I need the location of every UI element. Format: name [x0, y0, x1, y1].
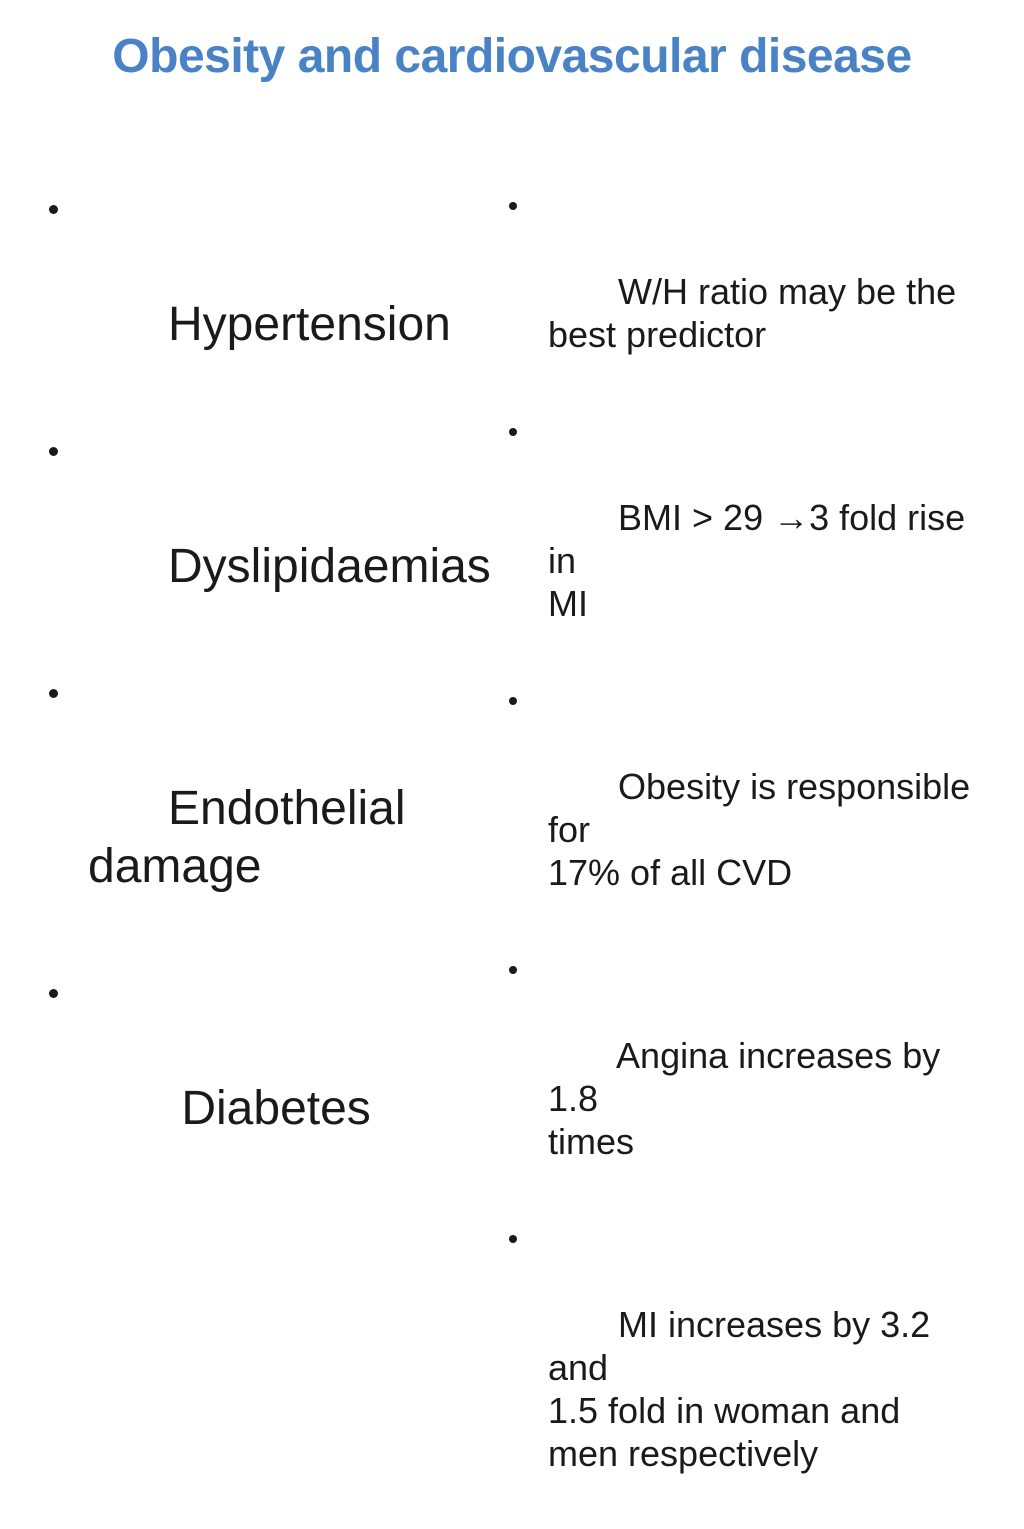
- bullet-text: Obesity is responsible for 17% of all CV…: [548, 766, 971, 893]
- bullet-icon: [49, 205, 58, 214]
- list-item: BMI > 29 →3 fold rise in MI: [506, 410, 976, 668]
- bullet-text: MI increases by 3.2 and 1.5 fold in woma…: [548, 1304, 931, 1474]
- bullet-icon: [509, 1235, 517, 1243]
- list-item: Angina increases by 1.8 times: [506, 948, 976, 1206]
- bullet-text: Diabetes: [168, 1082, 371, 1135]
- slide-title: Obesity and cardiovascular disease: [112, 30, 912, 83]
- bullet-icon: [49, 989, 58, 998]
- bullet-text: W/H ratio may be the best predictor: [548, 271, 957, 355]
- list-item: Hypertension: [46, 180, 516, 412]
- bullet-text: Dyslipidaemias: [168, 540, 491, 593]
- slide: Obesity and cardiovascular disease Hyper…: [49, 30, 971, 1474]
- right-bullet-list: W/H ratio may be the best predictor BMI …: [506, 184, 976, 1529]
- list-item: Dyslipidaemias: [46, 422, 516, 654]
- bullet-icon: [509, 202, 517, 210]
- bullet-text: Angina increases by 1.8 times: [548, 1035, 941, 1162]
- bullet-icon: [49, 447, 58, 456]
- list-item: Endothelial damage: [46, 664, 516, 954]
- bullet-text: BMI > 29 →3 fold rise in MI: [548, 497, 966, 624]
- list-item: MI increases by 3.2 and 1.5 fold in woma…: [506, 1217, 976, 1518]
- list-item: W/H ratio may be the best predictor: [506, 184, 976, 399]
- left-bullet-list: Hypertension Dyslipidaemias Endothelial …: [46, 180, 516, 1206]
- bullet-text: Endothelial damage: [88, 782, 419, 893]
- bullet-icon: [509, 428, 517, 436]
- bullet-icon: [509, 966, 517, 974]
- bullet-icon: [49, 689, 58, 698]
- bullet-icon: [509, 697, 517, 705]
- list-item: Obesity is responsible for 17% of all CV…: [506, 679, 976, 937]
- bullet-text: Hypertension: [168, 298, 451, 351]
- list-item: Diabetes: [46, 964, 516, 1196]
